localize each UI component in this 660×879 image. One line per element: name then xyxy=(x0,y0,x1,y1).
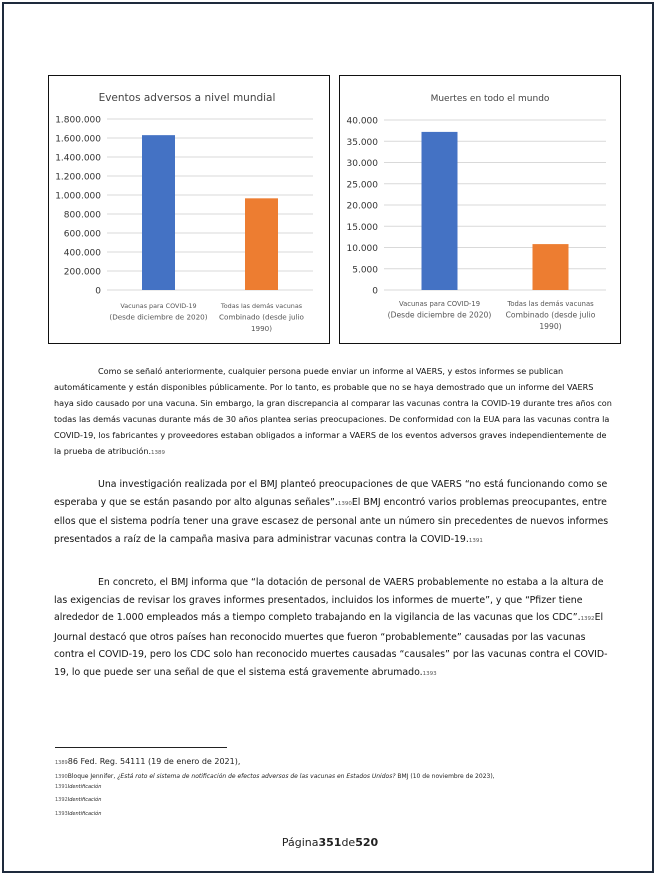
category-label: Todas las demás vacunas xyxy=(506,300,594,308)
footnote-author: Bloque Jennifer, xyxy=(67,773,118,780)
paragraph-3-text-b: El Journal destacó que otros países han … xyxy=(54,612,608,678)
y-tick-label: 0 xyxy=(95,287,101,297)
footnote-text: Identificación xyxy=(67,784,102,790)
page-frame xyxy=(2,2,654,873)
y-tick-label: 5.000 xyxy=(352,265,378,275)
footnote-source: BMJ (10 de noviembre de 2023), xyxy=(395,773,495,780)
category-label: 1990) xyxy=(539,322,561,331)
adverse-events-chart: Eventos adversos a nivel mundial 0 200.000… xyxy=(48,75,330,344)
bar-other-vaccines xyxy=(532,244,569,290)
deaths-chart-svg: Muertes en todo el mundo 0 5.000 10.000 15.0… xyxy=(347,94,606,331)
footnote-ref-1390: 1390 xyxy=(337,500,352,507)
y-tick-label: 20.000 xyxy=(347,202,379,212)
y-tick-label: 10.000 xyxy=(347,244,379,254)
category-label: Vacunas para COVID-19 xyxy=(399,300,480,308)
category-label: 1990) xyxy=(251,324,272,333)
y-tick-label: 30.000 xyxy=(347,159,379,169)
category-label: Combinado (desde julio xyxy=(219,313,304,322)
footnote-number: 1391 xyxy=(55,784,68,790)
footnote-text: Identificación xyxy=(67,811,102,817)
y-tick-label: 200.000 xyxy=(64,268,101,278)
paragraph-1-text: Como se señaló anteriormente, cualquier … xyxy=(54,366,612,456)
y-tick-label: 600.000 xyxy=(64,230,101,240)
footnote-1393: 1393Identificación xyxy=(55,811,101,817)
footnote-ref-1393: 1393 xyxy=(422,670,437,677)
paragraph-3: En concreto, el BMJ informa que “la dota… xyxy=(54,574,614,683)
y-tick-label: 15.000 xyxy=(347,223,379,233)
paragraph-3-text-a: En concreto, el BMJ informa que “la dota… xyxy=(54,577,604,623)
y-tick-label: 25.000 xyxy=(347,180,379,190)
deaths-chart: Muertes en todo el mundo 0 5.000 10.000 15.0… xyxy=(339,75,621,344)
footnote-ref-1392: 1392 xyxy=(580,616,595,622)
footnote-ref-1391: 1391 xyxy=(468,537,483,544)
bar-covid-vaccines xyxy=(142,135,175,290)
page-prefix: Página xyxy=(281,836,319,849)
category-label: Todas las demás vacunas xyxy=(220,302,303,310)
page-of: de xyxy=(341,836,356,849)
footnote-divider xyxy=(55,747,227,748)
category-label: (Desde diciembre de 2020) xyxy=(109,313,207,322)
chart-title: Eventos adversos a nivel mundial xyxy=(99,92,276,104)
y-tick-label: 35.000 xyxy=(347,138,379,148)
chart-title: Muertes en todo el mundo xyxy=(431,94,550,104)
footnote-article-title: ¿Está roto el sistema de notificación de… xyxy=(117,773,396,780)
paragraph-2: Una investigación realizada por el BMJ p… xyxy=(54,476,614,550)
footnote-text: Identificación xyxy=(67,797,102,803)
y-tick-label: 1.800.000 xyxy=(55,116,101,126)
y-tick-label: 40.000 xyxy=(347,117,379,127)
y-tick-label: 1.000.000 xyxy=(55,192,101,202)
footnote-number: 1393 xyxy=(55,811,68,817)
footnote-number: 1389 xyxy=(55,760,68,766)
category-label: Vacunas para COVID-19 xyxy=(120,302,196,310)
y-tick-label: 1.400.000 xyxy=(55,154,101,164)
paragraph-2-text-b: El BMJ encontró varios problemas preocup… xyxy=(54,496,609,545)
category-label: Combinado (desde julio xyxy=(506,311,596,320)
bar-covid-vaccines xyxy=(421,131,458,290)
bar-other-vaccines xyxy=(245,198,278,290)
page-number: Página351de520 xyxy=(0,836,660,849)
y-tick-label: 0 xyxy=(372,287,378,297)
category-label: (Desde diciembre de 2020) xyxy=(388,311,492,320)
footnote-1390: 1390Bloque Jennifer, ¿Está roto el siste… xyxy=(55,773,495,780)
footnote-text: 86 Fed. Reg. 54111 (19 de enero de 2021)… xyxy=(67,757,241,766)
footnote-ref-1389: 1389 xyxy=(151,450,166,456)
y-tick-label: 800.000 xyxy=(64,211,101,221)
footnote-number: 1392 xyxy=(55,797,68,803)
page-total: 520 xyxy=(355,836,379,849)
paragraph-1: Como se señaló anteriormente, cualquier … xyxy=(54,363,614,461)
footnote-1392: 1392Identificación xyxy=(55,797,101,803)
footnote-1389: 138986 Fed. Reg. 54111 (19 de enero de 2… xyxy=(55,757,240,766)
y-tick-label: 1.200.000 xyxy=(55,173,101,183)
y-tick-label: 400.000 xyxy=(64,249,101,259)
footnote-number: 1390 xyxy=(55,774,68,780)
page-current: 351 xyxy=(318,836,342,849)
paragraph-2-text-a: Una investigación realizada por el BMJ p… xyxy=(54,479,608,508)
y-tick-label: 1.600.000 xyxy=(55,135,101,145)
adverse-events-chart-svg: Eventos adversos a nivel mundial 0 200.000… xyxy=(55,92,313,333)
footnote-1391: 1391Identificación xyxy=(55,784,101,790)
